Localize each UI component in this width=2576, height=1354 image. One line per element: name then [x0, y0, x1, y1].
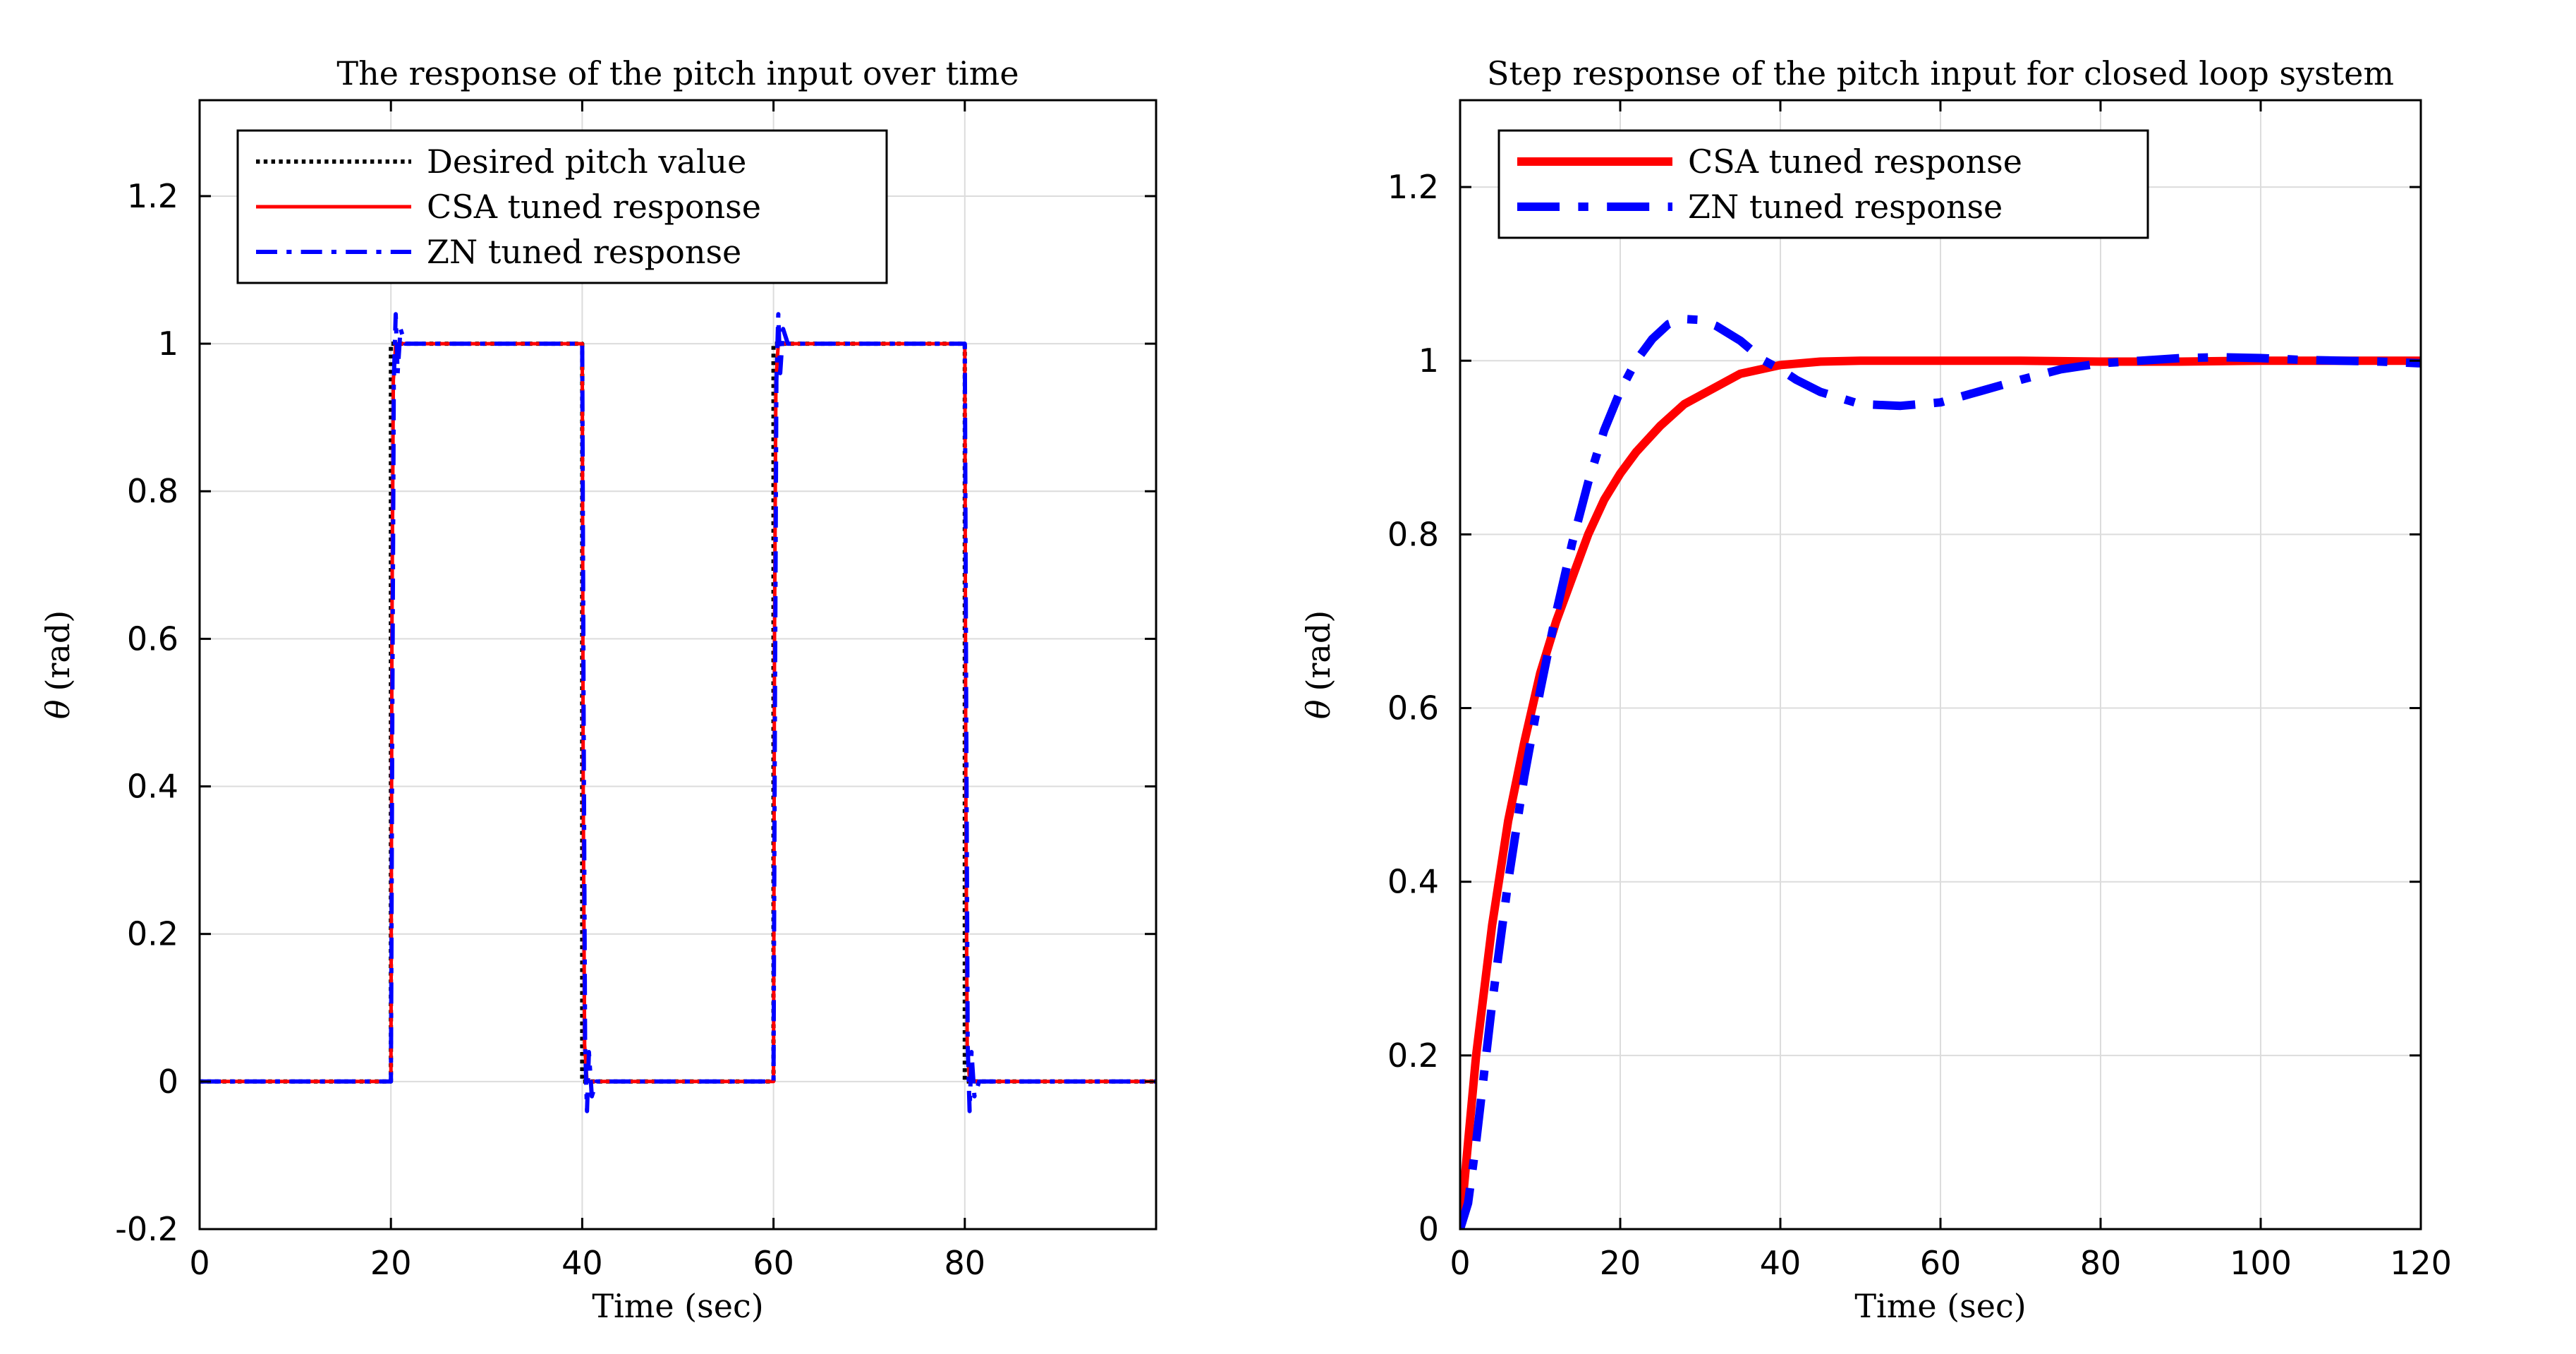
y-tick-label: -0.2	[115, 1210, 178, 1248]
x-tick-label: 20	[370, 1244, 412, 1282]
right-chart-grid	[1460, 100, 2421, 1229]
y-tick-label: 0.6	[127, 619, 178, 658]
left-chart-x-axis-label: Time (sec)	[592, 1287, 763, 1325]
legend-label: ZN tuned response	[1688, 188, 2003, 226]
y-tick-label: 1	[158, 325, 178, 363]
right-chart-title: Step response of the pitch input for clo…	[1487, 54, 2394, 92]
x-tick-label: 40	[1760, 1244, 1802, 1282]
series-line-csa-tuned-response	[1460, 356, 2421, 1229]
series-line-zn-tuned-response	[1460, 315, 2421, 1229]
y-tick-label: 0.6	[1387, 689, 1439, 727]
y-tick-label: 0.4	[127, 768, 178, 806]
legend-box	[1497, 129, 2149, 239]
y-tick-label: 0.2	[127, 915, 178, 953]
x-tick-label: 20	[1600, 1244, 1641, 1282]
y-axis-theta-symbol: θ	[39, 700, 77, 720]
x-tick-label: 60	[1920, 1244, 1962, 1282]
legend-label: CSA tuned response	[427, 188, 761, 226]
y-tick-label: 1.2	[127, 177, 178, 215]
x-tick-label: 40	[561, 1244, 603, 1282]
legend-label: Desired pitch value	[427, 143, 746, 181]
y-tick-label: 0	[1418, 1210, 1439, 1248]
left-chart-legend: Desired pitch value CSA tuned response ZN …	[236, 129, 888, 284]
series-line-desired-pitch-value	[200, 341, 1156, 1084]
right-chart-x-axis-label: Time (sec)	[1854, 1287, 2026, 1325]
left-chart: The response of the pitch input over tim…	[39, 54, 1158, 1325]
right-chart: Step response of the pitch input for clo…	[1299, 54, 2452, 1325]
x-tick-label: 0	[1450, 1244, 1470, 1282]
legend-label: CSA tuned response	[1688, 143, 2022, 181]
y-tick-label: 0.8	[127, 472, 178, 510]
right-chart-x-tick-labels: 0 20 40 60 80 100 120	[1450, 1244, 2452, 1282]
right-chart-series	[1460, 315, 2421, 1229]
y-tick-label: 1	[1418, 341, 1439, 380]
y-axis-unit: (rad)	[39, 610, 77, 691]
x-tick-label: 60	[753, 1244, 794, 1282]
x-tick-label: 80	[2080, 1244, 2122, 1282]
y-tick-label: 0	[158, 1063, 178, 1101]
x-tick-label: 100	[2230, 1244, 2292, 1282]
y-tick-label: 1.2	[1387, 168, 1439, 206]
right-chart-y-axis-label: θ (rad)	[1299, 610, 1337, 719]
right-chart-ticks	[1459, 100, 2422, 1231]
x-tick-label: 80	[944, 1244, 986, 1282]
y-tick-label: 0.8	[1387, 515, 1439, 553]
series-line-zn-tuned-response	[200, 312, 1156, 1113]
y-tick-label: 0.2	[1387, 1036, 1439, 1075]
x-tick-label: 0	[189, 1244, 209, 1282]
left-chart-y-axis-label: θ (rad)	[39, 610, 77, 719]
left-chart-series	[200, 312, 1156, 1113]
series-line-csa-tuned-response	[200, 341, 1156, 1084]
left-chart-ticks	[198, 100, 1156, 1231]
left-chart-x-tick-labels: 0 20 40 60 80	[189, 1244, 985, 1282]
legend-label: ZN tuned response	[427, 233, 741, 271]
left-chart-y-tick-labels: -0.2 0 0.2 0.4 0.6 0.8 1 1.2	[115, 177, 178, 1248]
y-axis-theta-symbol: θ	[1299, 700, 1337, 720]
right-chart-y-tick-labels: 0 0.2 0.4 0.6 0.8 1 1.2	[1387, 168, 1439, 1248]
x-tick-label: 120	[2390, 1244, 2452, 1282]
y-axis-unit: (rad)	[1299, 610, 1337, 691]
left-chart-axes	[198, 99, 1158, 1231]
y-tick-label: 0.4	[1387, 863, 1439, 901]
right-chart-legend: CSA tuned response ZN tuned response	[1497, 129, 2149, 239]
left-chart-title: The response of the pitch input over tim…	[336, 54, 1019, 92]
